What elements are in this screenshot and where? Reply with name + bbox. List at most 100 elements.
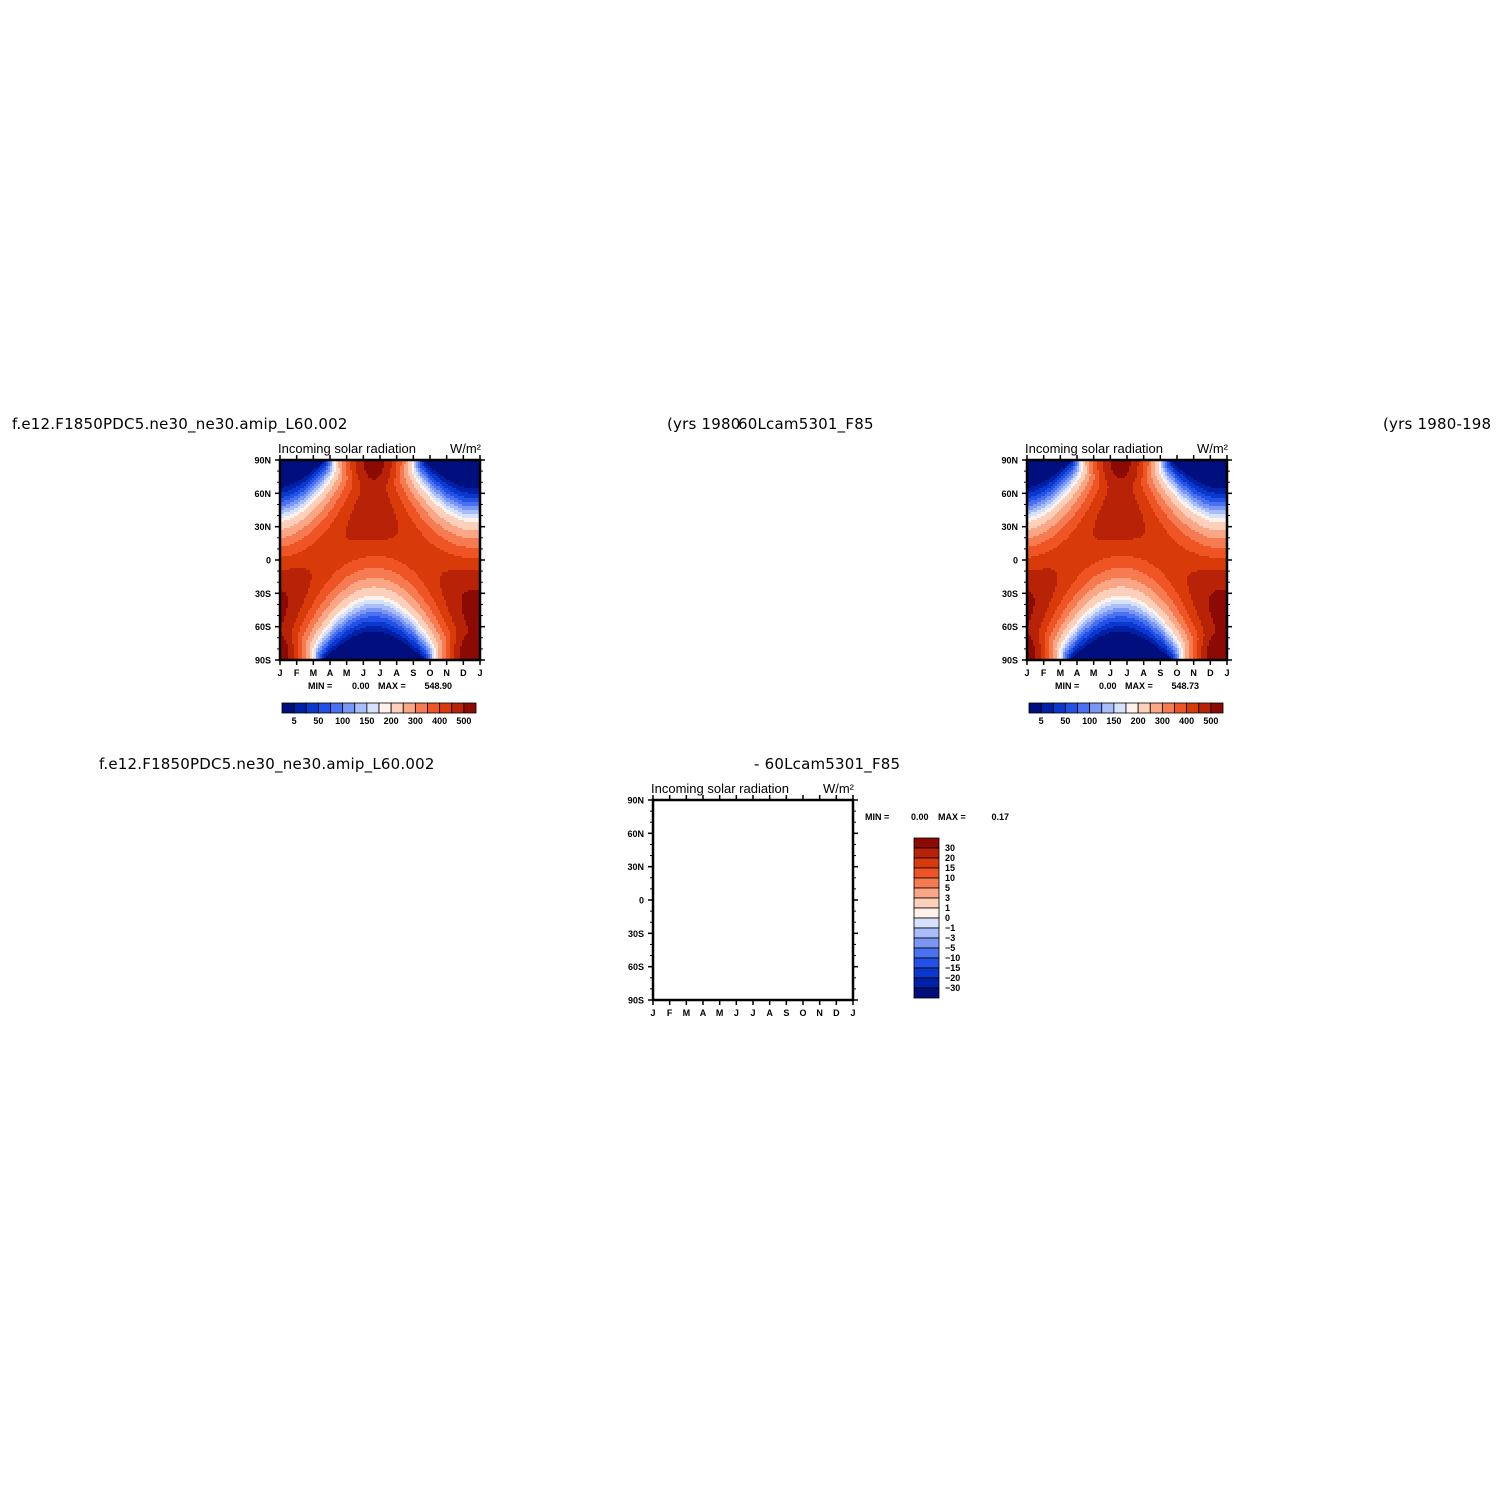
contour-cell [1161,472,1166,475]
contour-cell [354,626,367,629]
contour-cell [350,624,359,627]
contour-cell [1167,464,1170,467]
contour-cell [406,626,413,629]
contour-cell [1093,468,1098,471]
contour-cell [432,632,439,635]
contour-cell [430,636,435,639]
contour-cell [1063,540,1176,543]
contour-cell [308,624,315,627]
contour-cell [328,640,331,643]
contour-cell [1085,642,1092,645]
contour-cell [1197,522,1227,525]
contour-cell [1095,562,1150,565]
panel2-xtick-label: A [1074,668,1081,678]
contour-cell [1185,548,1227,551]
contour-cell [420,650,423,653]
contour-cell [414,616,423,619]
contour-cell [1161,522,1174,525]
contour-cell [1175,616,1184,619]
contour-cell [386,484,395,487]
contour-cell [428,494,431,497]
contour-cell [306,488,311,491]
contour-cell [1143,490,1152,493]
contour-cell [328,628,333,631]
contour-cell [1161,476,1164,479]
contour-cell [1045,614,1054,617]
contour-cell [1181,652,1184,655]
contour-cell [318,484,323,487]
contour-cell [1195,488,1204,491]
contour-cell [1027,588,1056,591]
contour-cell [306,646,311,649]
contour-cell [322,468,327,471]
contour-cell [1061,636,1066,639]
contour-cell [422,626,429,629]
contour-cell [316,650,319,653]
panel3-xtick-label: A [700,1008,707,1018]
contour-cell [1069,648,1072,651]
contour-cell [312,652,315,655]
contour-cell [412,648,419,651]
contour-cell [352,486,361,489]
contour-cell [1131,596,1150,599]
contour-cell [1069,632,1072,635]
contour-cell [1077,602,1088,605]
contour-cell [330,500,337,503]
contour-cell [288,644,295,647]
contour-cell [1193,604,1210,607]
contour-cell [392,504,405,507]
contour-cell [1151,470,1156,473]
contour-cell [408,462,413,465]
contour-cell [324,632,329,635]
contour-cell [418,528,433,531]
contour-cell [1097,628,1108,631]
contour-cell [316,646,319,649]
panel1-xtick-label: A [393,668,400,678]
contour-cell [1159,606,1170,609]
contour-cell [1105,474,1116,477]
contour-cell [428,476,433,479]
contour-cell [302,622,311,625]
contour-cell [1047,508,1054,511]
contour-cell [346,606,353,609]
contour-cell [400,474,405,477]
contour-cell [418,612,427,615]
contour-cell [1081,620,1086,623]
panel2-ytick-label: 30N [1001,522,1018,532]
contour-cell [314,648,317,651]
contour-cell [1043,620,1052,623]
contour-cell [1209,644,1227,647]
contour-cell [1031,592,1054,595]
contour-cell [288,648,295,651]
contour-cell [1133,484,1142,487]
contour-cell [334,462,337,465]
contour-cell [310,656,313,659]
panel2-xtick-label: F [1041,668,1047,678]
contour-cell [322,612,331,615]
contour-cell [368,476,379,479]
contour-cell [438,608,449,611]
contour-cell [1027,562,1096,565]
contour-cell [286,504,295,507]
contour-cell [1157,516,1168,519]
contour-cell [1077,478,1080,481]
contour-cell [328,654,421,657]
contour-cell [1067,466,1072,469]
contour-cell [1155,622,1160,625]
contour-cell [1027,580,1058,583]
contour-cell [1037,510,1046,513]
contour-cell [1059,470,1064,473]
contour-cell [1189,646,1194,649]
contour-cell [1045,616,1054,619]
contour-cell [446,656,451,659]
contour-cell [1151,464,1156,467]
contour-cell [1175,476,1180,479]
contour-cell [1055,534,1070,537]
contour-cell [440,486,445,489]
contour-cell [1043,486,1052,489]
contour-cell [330,632,335,635]
contour-cell [1077,622,1080,625]
contour-cell [280,576,313,579]
contour-cell [422,618,431,621]
contour-cell [1027,532,1044,535]
